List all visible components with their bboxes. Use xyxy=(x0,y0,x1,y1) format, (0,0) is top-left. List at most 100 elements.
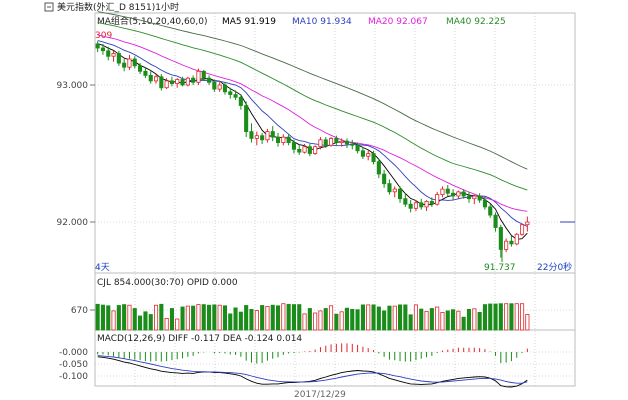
candle-down xyxy=(408,203,413,209)
candle-up xyxy=(185,77,190,86)
candle-up xyxy=(366,153,371,157)
volume-bars xyxy=(95,303,530,331)
x-date-label: 2017/12/29 xyxy=(294,390,346,400)
candle-down xyxy=(488,206,493,216)
volume-bar xyxy=(169,308,175,331)
volume-title: CJL 854.000(30:70) OPID 0.000 xyxy=(97,278,238,288)
volume-bar xyxy=(408,314,413,331)
candle-down xyxy=(482,199,487,208)
volume-bar xyxy=(302,313,307,331)
candle-down xyxy=(116,53,121,64)
volume-bar xyxy=(440,311,445,331)
candle-up xyxy=(153,76,159,82)
volume-bar xyxy=(504,303,509,331)
candle-down xyxy=(291,142,296,150)
volume-bar xyxy=(334,313,339,331)
volume-bar xyxy=(323,308,328,331)
candle-up xyxy=(520,224,525,235)
volume-bar xyxy=(95,303,100,331)
candle-up xyxy=(440,188,445,196)
volume-bar xyxy=(185,305,190,331)
macd-tick-label: -0.000 xyxy=(59,348,88,358)
volume-bar xyxy=(435,306,440,331)
volume-bar xyxy=(371,304,376,331)
volume-bar xyxy=(132,308,137,331)
macd-title: MACD(12,26,9) DIFF -0.117 DEA -0.124 0.0… xyxy=(97,334,302,344)
volume-bar xyxy=(392,305,397,331)
candle-down xyxy=(132,58,137,67)
candle-down xyxy=(100,47,106,52)
ma5-label: MA5 91.919 xyxy=(222,17,276,27)
ma20-label: MA20 92.067 xyxy=(368,17,428,27)
candle-down xyxy=(275,136,281,144)
candle-down xyxy=(228,91,233,95)
volume-bar xyxy=(191,305,196,331)
volume-bar xyxy=(472,308,477,331)
volume-bar xyxy=(387,305,392,331)
volume-bar xyxy=(424,311,429,331)
volume-bar xyxy=(228,313,233,331)
volume-bar xyxy=(260,305,265,331)
candle-down xyxy=(334,137,339,143)
candle-up xyxy=(164,80,169,89)
period-label: 4天 xyxy=(95,263,110,273)
volume-bar xyxy=(275,305,281,331)
candle-down xyxy=(297,148,302,153)
candle-down xyxy=(355,144,360,152)
ma10-line xyxy=(97,40,528,227)
candle-up xyxy=(111,53,116,57)
candle-down xyxy=(95,43,100,49)
volume-bar xyxy=(307,308,312,331)
macd-series xyxy=(97,343,528,388)
volume-bar xyxy=(403,304,408,331)
volume-bar xyxy=(419,308,424,331)
volume-bar xyxy=(111,310,116,331)
candle-up xyxy=(413,202,418,209)
candle-down xyxy=(498,227,503,250)
candle-down xyxy=(244,105,249,132)
volume-bar xyxy=(116,305,121,331)
candle-up xyxy=(328,137,334,146)
volume-bar xyxy=(265,305,270,331)
candle-down xyxy=(106,50,111,57)
volume-bar xyxy=(281,303,286,331)
candle-up xyxy=(472,195,477,200)
volume-bar xyxy=(498,303,503,331)
volume-bar xyxy=(164,317,169,331)
candle-up xyxy=(456,191,461,197)
ma-combo-label: MA组合(5,10,20,40,60,0) xyxy=(97,15,208,27)
volume-bar xyxy=(212,304,217,331)
volume-bar xyxy=(249,308,254,331)
volume-bar xyxy=(159,303,164,331)
volume-bar xyxy=(397,304,403,331)
candle-down xyxy=(403,198,408,205)
candle-up xyxy=(504,240,509,250)
volume-bar xyxy=(217,304,222,331)
volume-bar xyxy=(488,303,493,331)
volume-bar xyxy=(196,304,201,331)
candle-down xyxy=(493,214,498,228)
candle-up xyxy=(339,140,344,143)
volume-bar xyxy=(429,308,434,331)
volume-bar xyxy=(100,304,106,331)
candle-down xyxy=(382,173,387,185)
macd-dea-line xyxy=(97,355,528,384)
volume-bar xyxy=(520,303,525,331)
ma10-label: MA10 91.934 xyxy=(292,17,352,27)
candlesticks xyxy=(95,41,530,258)
moving-average-lines xyxy=(97,11,528,240)
candle-down xyxy=(137,65,143,72)
grid xyxy=(95,13,575,386)
candle-down xyxy=(159,76,164,89)
candle-down xyxy=(260,135,265,141)
ma40-label: MA40 92.225 xyxy=(446,17,506,27)
candle-up xyxy=(281,136,286,144)
candle-down xyxy=(445,188,450,194)
ma60-line xyxy=(97,11,528,170)
volume-bar xyxy=(350,308,355,331)
volume-bar xyxy=(201,304,206,331)
volume-bar xyxy=(445,310,450,331)
volume-bar xyxy=(238,311,243,331)
candle-up xyxy=(392,188,397,193)
